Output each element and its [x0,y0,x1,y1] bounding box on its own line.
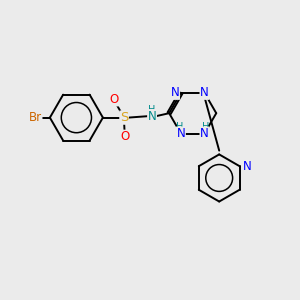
Text: O: O [120,130,129,143]
Text: H: H [202,122,210,132]
Text: Br: Br [28,111,42,124]
Text: N: N [200,86,209,99]
Text: O: O [109,93,119,106]
Text: N: N [171,86,179,99]
Text: N: N [148,110,156,123]
Text: H: H [148,105,156,115]
Text: N: N [176,127,185,140]
Text: S: S [120,111,128,124]
Text: N: N [200,127,209,140]
Text: N: N [243,160,252,173]
Text: H: H [176,122,183,132]
